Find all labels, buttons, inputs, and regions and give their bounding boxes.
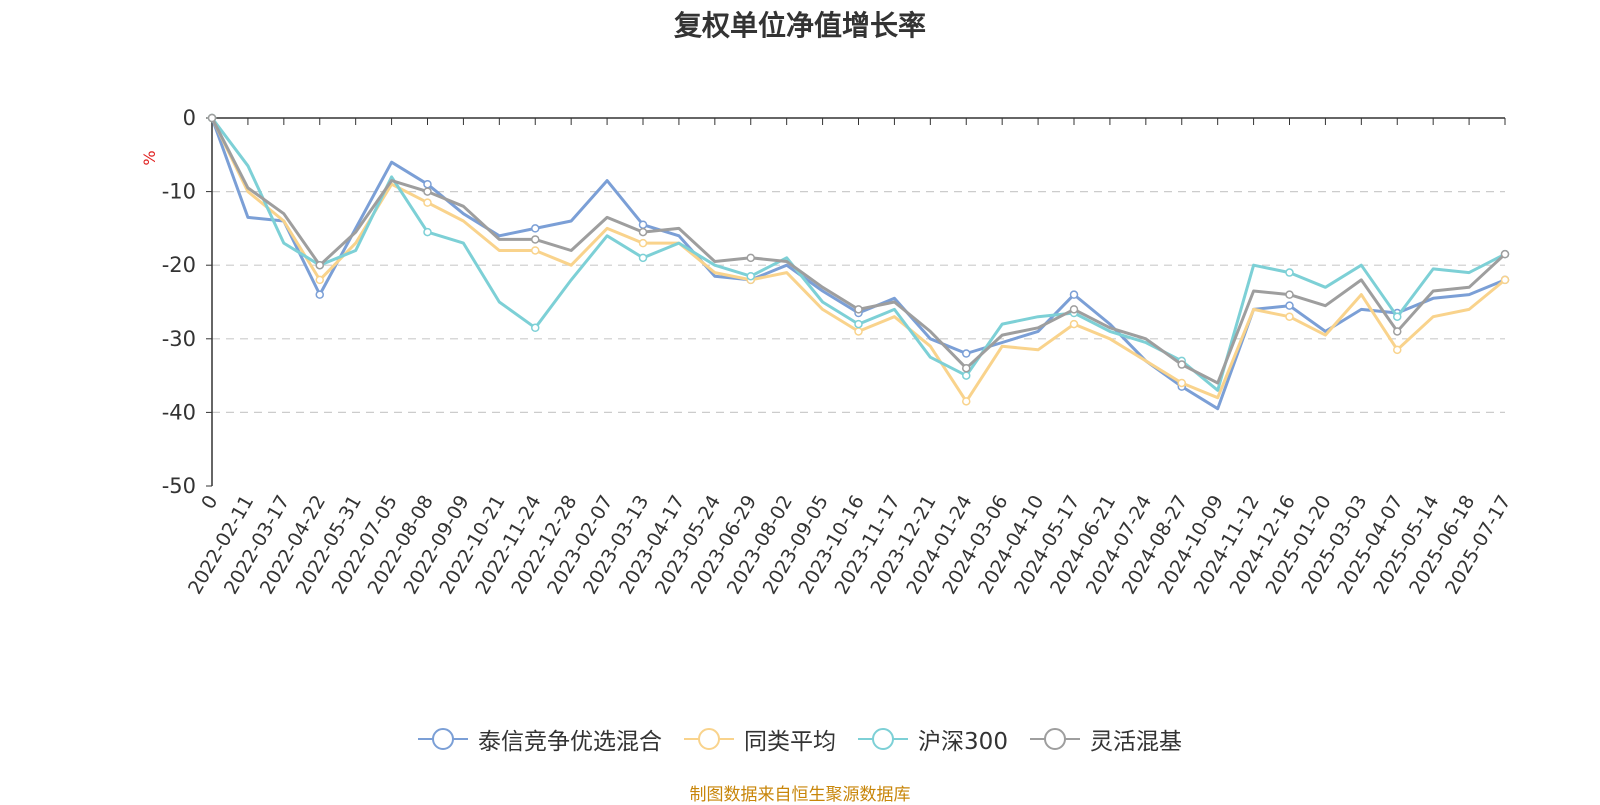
legend-label: 同类平均 — [744, 729, 837, 755]
data-point — [962, 397, 971, 406]
data-point — [1393, 327, 1402, 336]
data-point — [1500, 275, 1510, 285]
y-tick-label: -40 — [162, 400, 196, 424]
data-point — [962, 363, 971, 373]
data-point — [1285, 290, 1294, 299]
data-point — [854, 327, 863, 336]
data-point — [423, 227, 432, 237]
data-point — [638, 238, 648, 248]
series-2 — [207, 113, 1510, 406]
data-point — [1393, 345, 1402, 355]
series-line — [210, 117, 1506, 392]
data-point — [423, 187, 432, 196]
axes — [206, 117, 1506, 487]
legend-label: 沪深300 — [918, 729, 1008, 755]
series-3 — [207, 113, 1510, 392]
data-point — [531, 323, 540, 333]
line-chart: 0-10-20-30-40-50%02022-02-112022-03-1720… — [140, 106, 1515, 598]
legend-marker-icon — [1029, 728, 1080, 750]
y-tick-label: 0 — [183, 106, 196, 130]
source-note: 制图数据来自恒生聚源数据库 — [689, 785, 911, 805]
legend-marker-icon — [684, 728, 735, 750]
data-point — [854, 319, 863, 329]
series-1 — [207, 113, 1510, 411]
data-point — [1177, 378, 1186, 388]
legend: 泰信竞争优选混合 同类平均 沪深300 灵活混基 — [0, 722, 1600, 756]
legend-item[interactable]: 沪深300 — [858, 722, 1008, 756]
data-point — [423, 179, 432, 189]
x-tick-label: 0 — [197, 492, 222, 513]
data-point — [1069, 290, 1079, 299]
data-point — [962, 349, 971, 358]
y-tick-label: -30 — [162, 327, 196, 351]
legend-label: 泰信竞争优选混合 — [478, 729, 663, 755]
legend-item[interactable]: 泰信竞争优选混合 — [418, 722, 662, 756]
data-point — [638, 227, 648, 237]
data-point — [962, 371, 971, 380]
data-point — [1177, 360, 1186, 369]
data-point — [315, 260, 324, 270]
y-tick-label: -20 — [162, 253, 196, 277]
data-point — [1285, 312, 1294, 321]
data-point — [1285, 268, 1294, 277]
data-point — [1069, 305, 1079, 314]
data-point — [315, 275, 324, 285]
chart-title: 复权单位净值增长率 — [673, 9, 926, 42]
data-point — [1500, 249, 1510, 259]
legend-item[interactable]: 同类平均 — [684, 722, 836, 756]
y-axis-label: % — [140, 150, 159, 165]
data-point — [531, 224, 540, 233]
data-point — [638, 253, 648, 263]
legend-marker-icon — [858, 728, 909, 750]
data-point — [854, 305, 863, 314]
data-point — [207, 113, 217, 123]
data-point — [315, 290, 324, 299]
data-point — [423, 198, 432, 207]
y-tick-label: -10 — [162, 180, 196, 204]
data-point — [1069, 319, 1079, 329]
series-line — [210, 117, 1506, 411]
data-point — [1285, 301, 1294, 310]
series-lines — [207, 113, 1510, 411]
legend-item[interactable]: 灵活混基 — [1029, 722, 1182, 756]
data-point — [1393, 312, 1402, 321]
series-4 — [207, 113, 1510, 385]
legend-label: 灵活混基 — [1089, 729, 1182, 755]
series-line — [210, 117, 1507, 385]
legend-marker-icon — [418, 728, 469, 750]
data-point — [531, 235, 540, 244]
y-tick-label: -50 — [162, 474, 196, 498]
tick-labels: 0-10-20-30-40-50%02022-02-112022-03-1720… — [140, 106, 1515, 598]
data-point — [638, 220, 648, 229]
series-line — [210, 117, 1506, 403]
data-point — [746, 253, 755, 263]
data-point — [746, 271, 755, 281]
data-point — [531, 246, 540, 255]
